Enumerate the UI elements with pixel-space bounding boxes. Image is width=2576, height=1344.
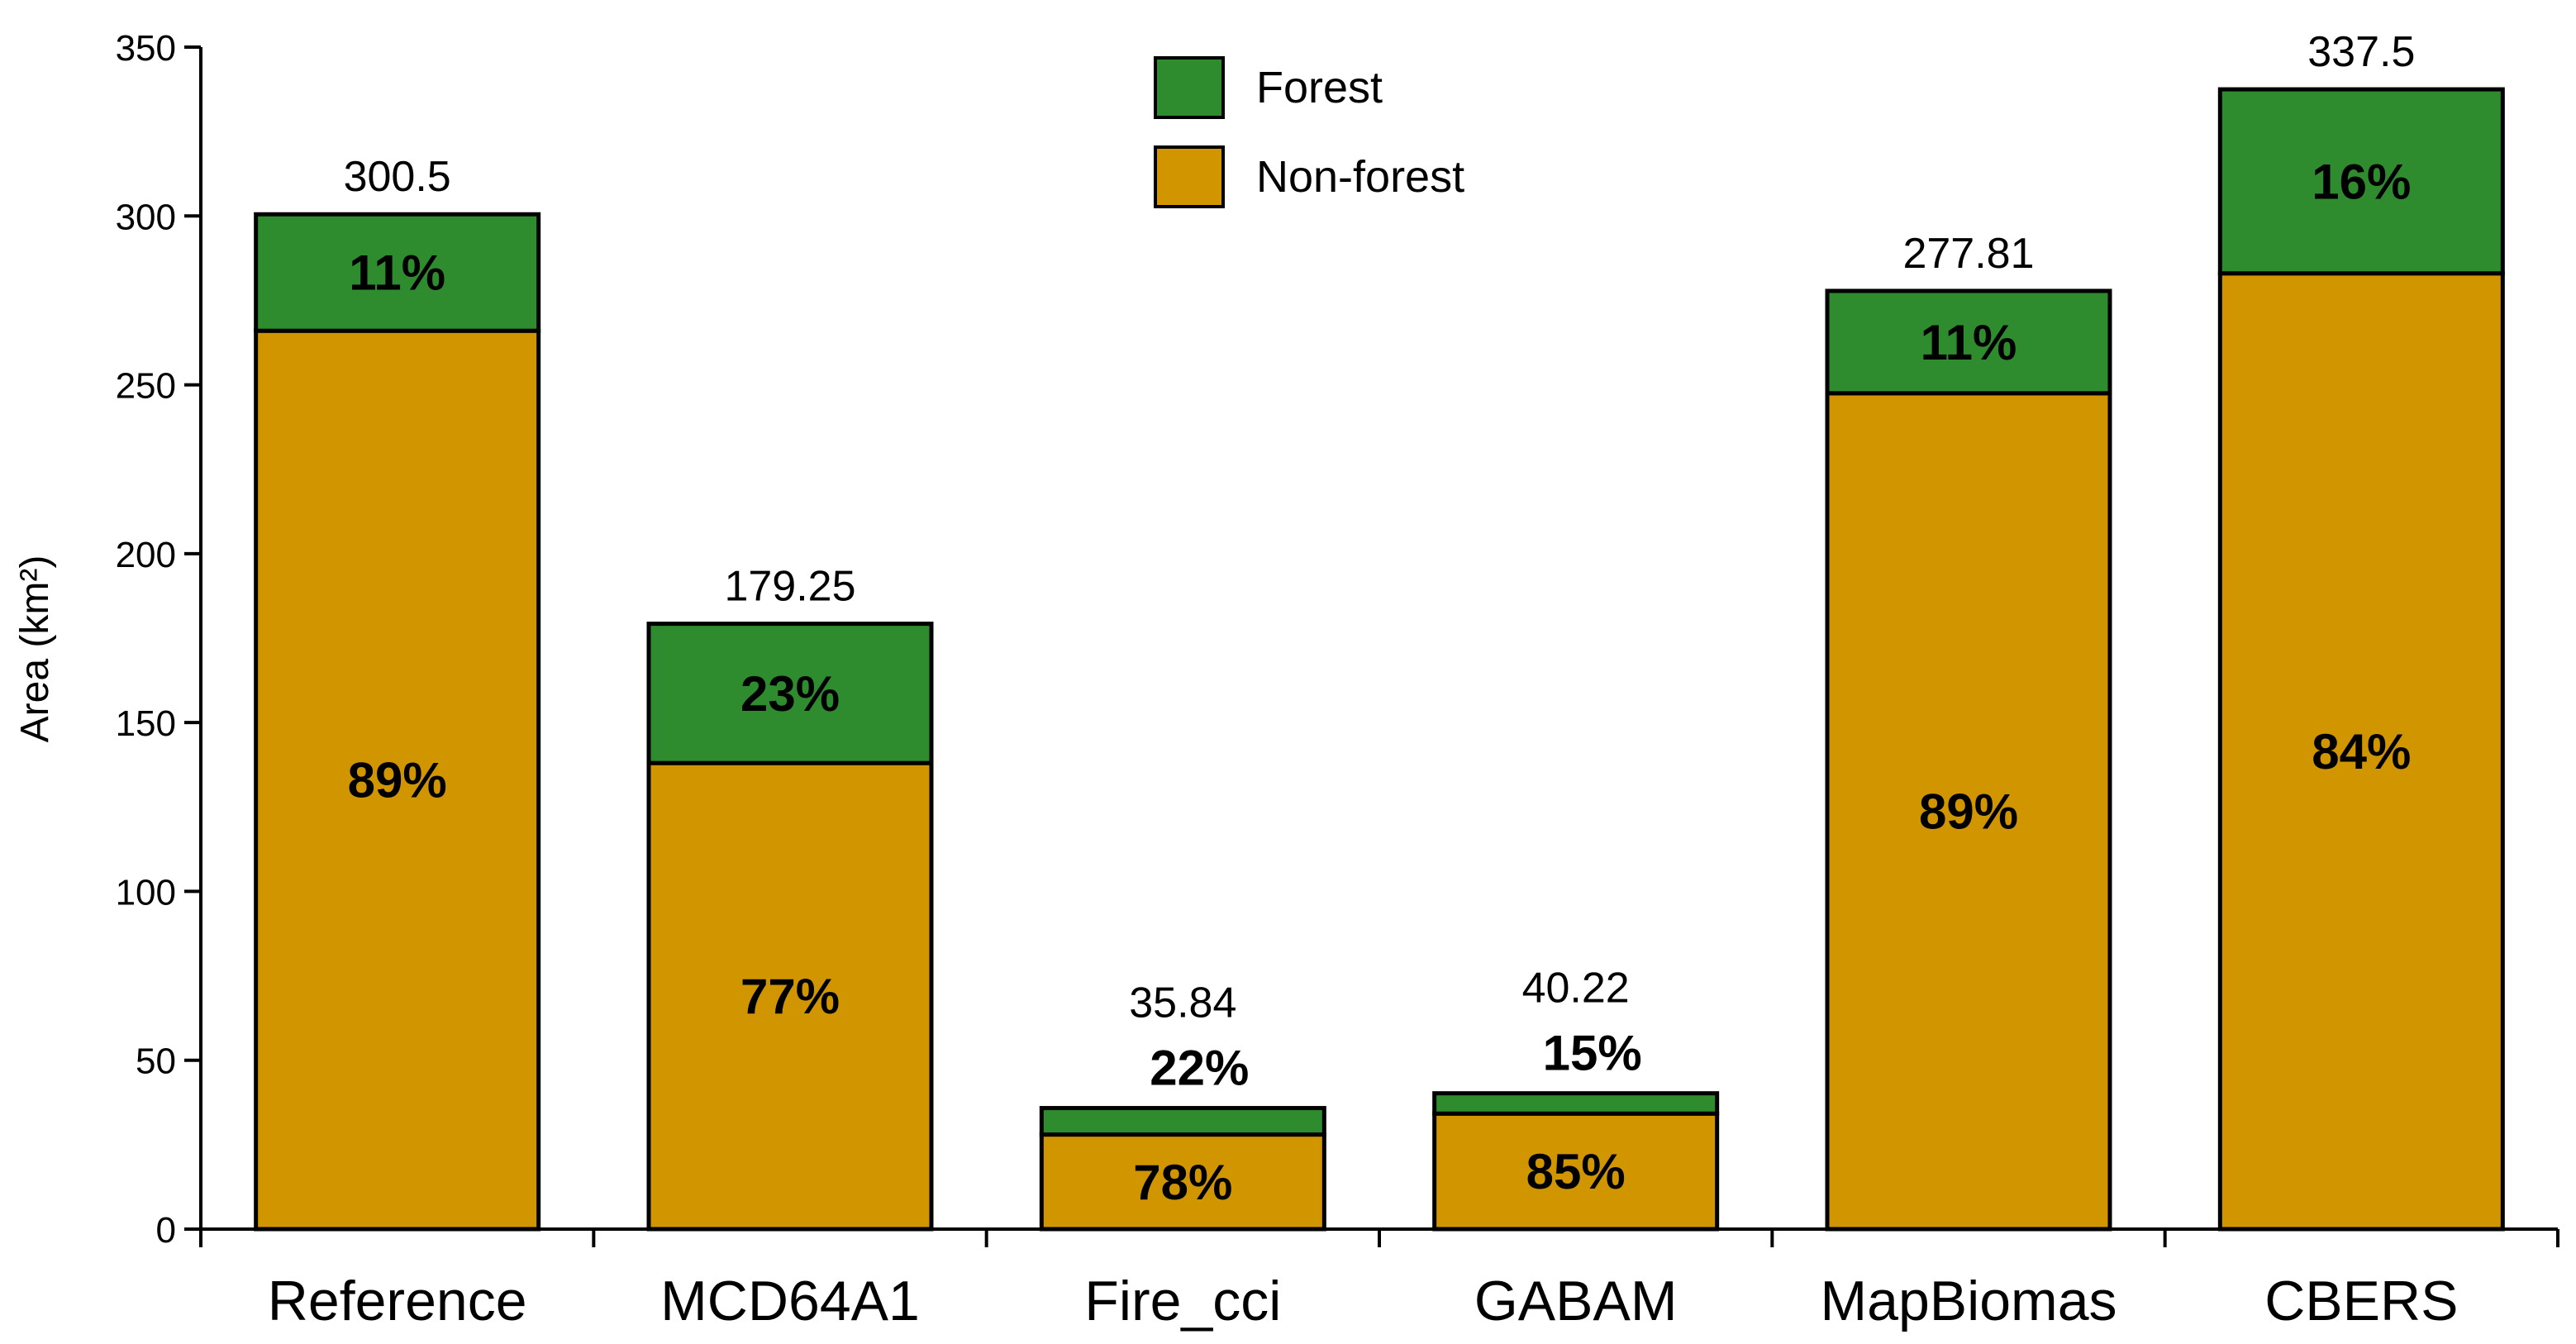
forest-percent-label: 16% [2312, 154, 2411, 209]
x-axis: Reference MCD64A1 Fire_cci GABAM MapBiomas CB… [199, 1227, 2559, 1332]
category-label: GABAM [1474, 1270, 1678, 1332]
y-axis-title: Area (km²) [13, 555, 57, 743]
legend-label-forest: Forest [1256, 63, 1383, 112]
y-tick-label: 350 [116, 28, 176, 69]
category-label: Reference [268, 1270, 527, 1332]
category-label: CBERS [2264, 1270, 2458, 1332]
legend-swatch-forest [1154, 56, 1225, 119]
bar-total-label: 337.5 [2307, 28, 2415, 76]
non-forest-percent-label: 78% [1133, 1155, 1232, 1210]
y-axis-ticks: 0 50 100 150 200 250 300 350 [116, 28, 202, 1251]
y-tick-label: 250 [116, 366, 176, 407]
forest-percent-label: 11% [349, 245, 445, 301]
bars-group: 11% 89% 300.5 23% 77% 179.25 22% 78% 35.84 15% 85%… [254, 28, 2505, 1232]
bar-forest [2217, 87, 2505, 276]
y-tick-label: 0 [156, 1210, 176, 1251]
category-label: MCD64A1 [660, 1270, 920, 1332]
non-forest-percent-label: 85% [1526, 1144, 1626, 1199]
bar-total-label: 277.81 [1902, 230, 2034, 278]
non-forest-percent-label: 77% [740, 969, 840, 1024]
category-label: Fire_cci [1084, 1270, 1281, 1332]
y-tick-label: 150 [116, 703, 176, 744]
bar-total-label: 35.84 [1129, 979, 1236, 1027]
non-forest-percent-label: 89% [1919, 784, 2018, 839]
bar-forest [1432, 1091, 1720, 1116]
y-tick-label: 200 [116, 535, 176, 575]
non-forest-percent-label: 89% [348, 753, 447, 808]
bar-total-label: 300.5 [344, 153, 451, 201]
forest-percent-label: 11% [1921, 315, 2017, 370]
bar-forest [1039, 1106, 1326, 1137]
forest-percent-label: 22% [1150, 1041, 1249, 1096]
bar-non-forest [2217, 271, 2505, 1232]
category-label: MapBiomas [1820, 1270, 2117, 1332]
y-tick-label: 100 [116, 872, 176, 913]
legend-label-non-forest: Non-forest [1256, 152, 1464, 202]
bar-total-label: 40.22 [1522, 965, 1630, 1013]
forest-percent-label: 23% [740, 666, 840, 722]
y-tick-label: 300 [116, 197, 176, 237]
non-forest-percent-label: 84% [2312, 724, 2411, 779]
bar-forest [254, 212, 541, 333]
legend-swatch-non-forest [1154, 145, 1225, 208]
bar-non-forest [254, 328, 541, 1232]
legend: Forest Non-forest [1154, 56, 1464, 208]
bar-total-label: 179.25 [724, 563, 855, 611]
y-tick-label: 50 [136, 1041, 176, 1082]
bar-forest [646, 622, 934, 765]
forest-percent-label: 15% [1543, 1026, 1642, 1081]
bar-forest [1825, 288, 2112, 396]
